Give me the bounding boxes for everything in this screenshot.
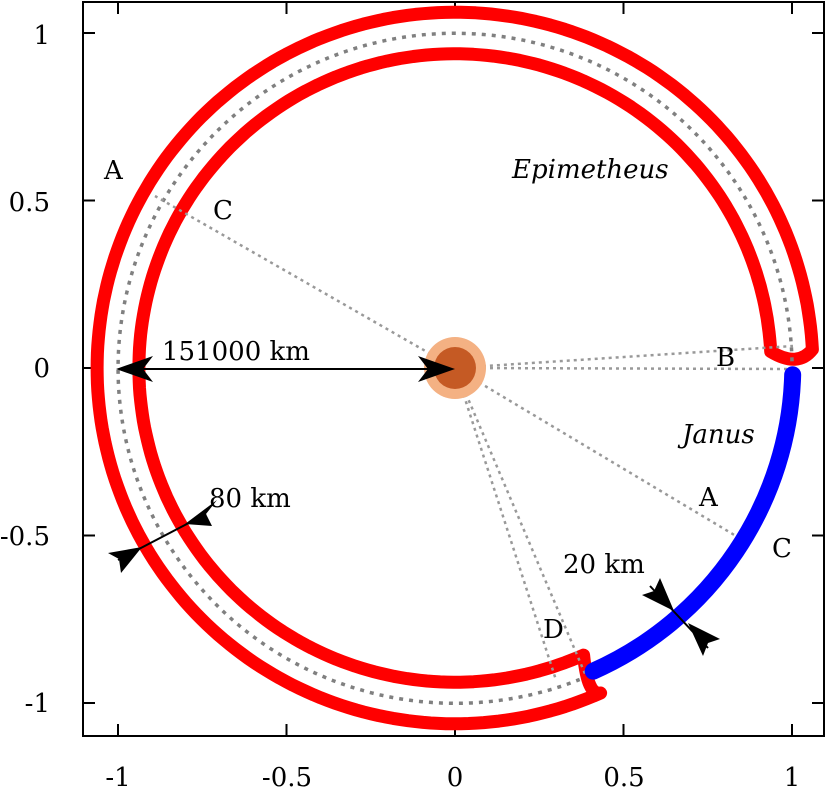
- point-b-label: B: [716, 343, 735, 373]
- width-arrowhead-epimetheus-left: [108, 547, 142, 573]
- radial-lines: [154, 194, 794, 681]
- radial-line-a-right: [454, 366, 737, 538]
- radius-arrowhead-right: [418, 356, 455, 382]
- reference-orbit: [116, 31, 794, 705]
- y-tick-label: 0.5: [9, 188, 50, 218]
- radius-label: 151000 km: [162, 337, 310, 367]
- planet-inner: [434, 347, 476, 389]
- width-arrowhead-janus-bottom: [688, 623, 720, 656]
- point-c-right-label: C: [772, 534, 792, 564]
- epimetheus-width-label: 80 km: [209, 484, 291, 514]
- radial-line-d-right: [453, 367, 588, 677]
- point-d-label: D: [543, 615, 564, 645]
- epimetheus-orbit: [90, 5, 819, 731]
- x-tick-labels: -1 -0.5 0 0.5 1: [105, 763, 800, 793]
- epimetheus-label: Epimetheus: [511, 155, 669, 185]
- y-tick-labels: 1 0.5 0 -0.5 -1: [0, 21, 50, 719]
- x-tick-label: 1: [784, 763, 801, 793]
- width-arrowhead-epimetheus-right: [185, 500, 217, 526]
- x-tick-label: 0: [447, 763, 464, 793]
- radial-line-b-upper: [454, 344, 794, 370]
- point-a-right-label: A: [698, 483, 719, 513]
- janus-orbit: [584, 366, 802, 680]
- width-arrowhead-janus-top: [642, 578, 674, 611]
- radius-arrowhead-left: [116, 356, 153, 382]
- point-c-left-label: C: [213, 196, 233, 226]
- x-tick-label: 0.5: [603, 763, 644, 793]
- tick-marks: [83, 2, 824, 736]
- x-tick-label: -1: [105, 763, 130, 793]
- y-tick-label: 1: [33, 21, 50, 51]
- janus-label: Janus: [677, 420, 755, 450]
- radial-line-a-left: [154, 194, 456, 370]
- janus-width-label: 20 km: [563, 550, 645, 580]
- y-tick-label: 0: [33, 354, 50, 384]
- y-tick-label: -1: [25, 689, 50, 719]
- point-a-left-label: A: [103, 156, 124, 186]
- y-tick-label: -0.5: [0, 522, 50, 552]
- x-tick-label: -0.5: [262, 763, 312, 793]
- radial-line-d-left: [453, 367, 558, 681]
- radial-line-b-lower: [454, 366, 794, 371]
